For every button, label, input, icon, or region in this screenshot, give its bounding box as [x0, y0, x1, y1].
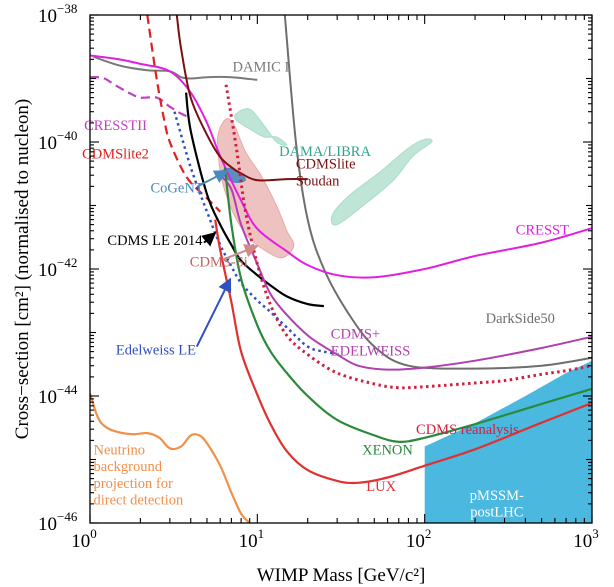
x-tick-label: 100: [71, 526, 97, 552]
label-lux: LUX: [366, 479, 396, 495]
label-neutrino-background-projection-for-direct-detection: Neutrino background projection for direct d…: [94, 443, 185, 509]
label-cresstii: CRESSTII: [84, 118, 147, 134]
curve-lux: [214, 219, 592, 485]
curve-edelweiss-le: [173, 111, 338, 356]
label-cresst: CRESST: [516, 223, 569, 239]
label-edelweiss-le: Edelweiss LE: [116, 343, 196, 359]
label-pmssm-postlhc: pMSSM-postLHC: [470, 488, 524, 521]
curve-neutrino-background-projection-for-direct-detection: [90, 393, 251, 523]
region-dama-libra-high-mass: [330, 138, 433, 226]
label-xenon: XENON: [362, 443, 413, 459]
curve-cdmslite2: [146, 15, 221, 213]
curve-xenon: [223, 167, 592, 443]
curve-cdms-le-2014: [185, 92, 325, 308]
label-dama-libra: DAMA/LIBRA: [279, 144, 371, 160]
x-axis-label: WIMP Mass [GeV/c²]: [257, 565, 426, 586]
y-tick-label: 10−44: [38, 382, 78, 408]
y-axis-label: Cross−section [cm²] (normalised to nucle…: [12, 99, 33, 439]
x-tick-label: 101: [239, 526, 264, 552]
curve-cdmslite-soudan: [175, 15, 308, 182]
label-cdms-edelweiss: CDMS+ EDELWEISS: [331, 327, 410, 360]
label-cogent: CoGeNT: [151, 181, 204, 197]
curve-cresstii: [90, 76, 192, 119]
curve-damic-i: [93, 55, 258, 81]
curve-labels: DAMIC I DarkSide50 CRESST CRESSTII CDMSlite2…: [82, 59, 569, 520]
region-cdms-si: [216, 118, 295, 259]
curve-cdms-reanalysis: [224, 84, 592, 390]
label-cdms-si: CDMS-Si: [190, 254, 248, 270]
region-dama-libra: [234, 108, 288, 146]
limit-curves: [90, 15, 592, 523]
label-darkside50: DarkSide50: [486, 311, 555, 327]
label-cdms-reanalysis: CDMS reanalysis: [416, 422, 519, 438]
label-cdmslite2: CDMSlite2: [82, 147, 149, 163]
label-damic-i: DAMIC I: [233, 59, 290, 75]
x-tick-label: 103: [573, 526, 599, 552]
label-cdms-le-2014: CDMS LE 2014: [107, 233, 203, 249]
curve-cresst: [90, 54, 592, 279]
y-tick-label: 10−42: [38, 255, 77, 281]
y-tick-label: 10−40: [38, 128, 77, 154]
curve-cdms-edelweiss: [219, 174, 592, 371]
arrow-edelweiss-le: [195, 277, 232, 348]
y-tick-label: 10−38: [38, 1, 77, 27]
x-tick-label: 102: [406, 526, 432, 552]
arrow-cdms-si: [222, 244, 259, 261]
curve-darkside50: [283, 15, 592, 370]
arrow-cdms-le-2014: [201, 232, 217, 247]
label-cdmslite-soudan: CDMSlite Soudan: [296, 157, 356, 190]
arrow-cogent: [197, 170, 229, 188]
